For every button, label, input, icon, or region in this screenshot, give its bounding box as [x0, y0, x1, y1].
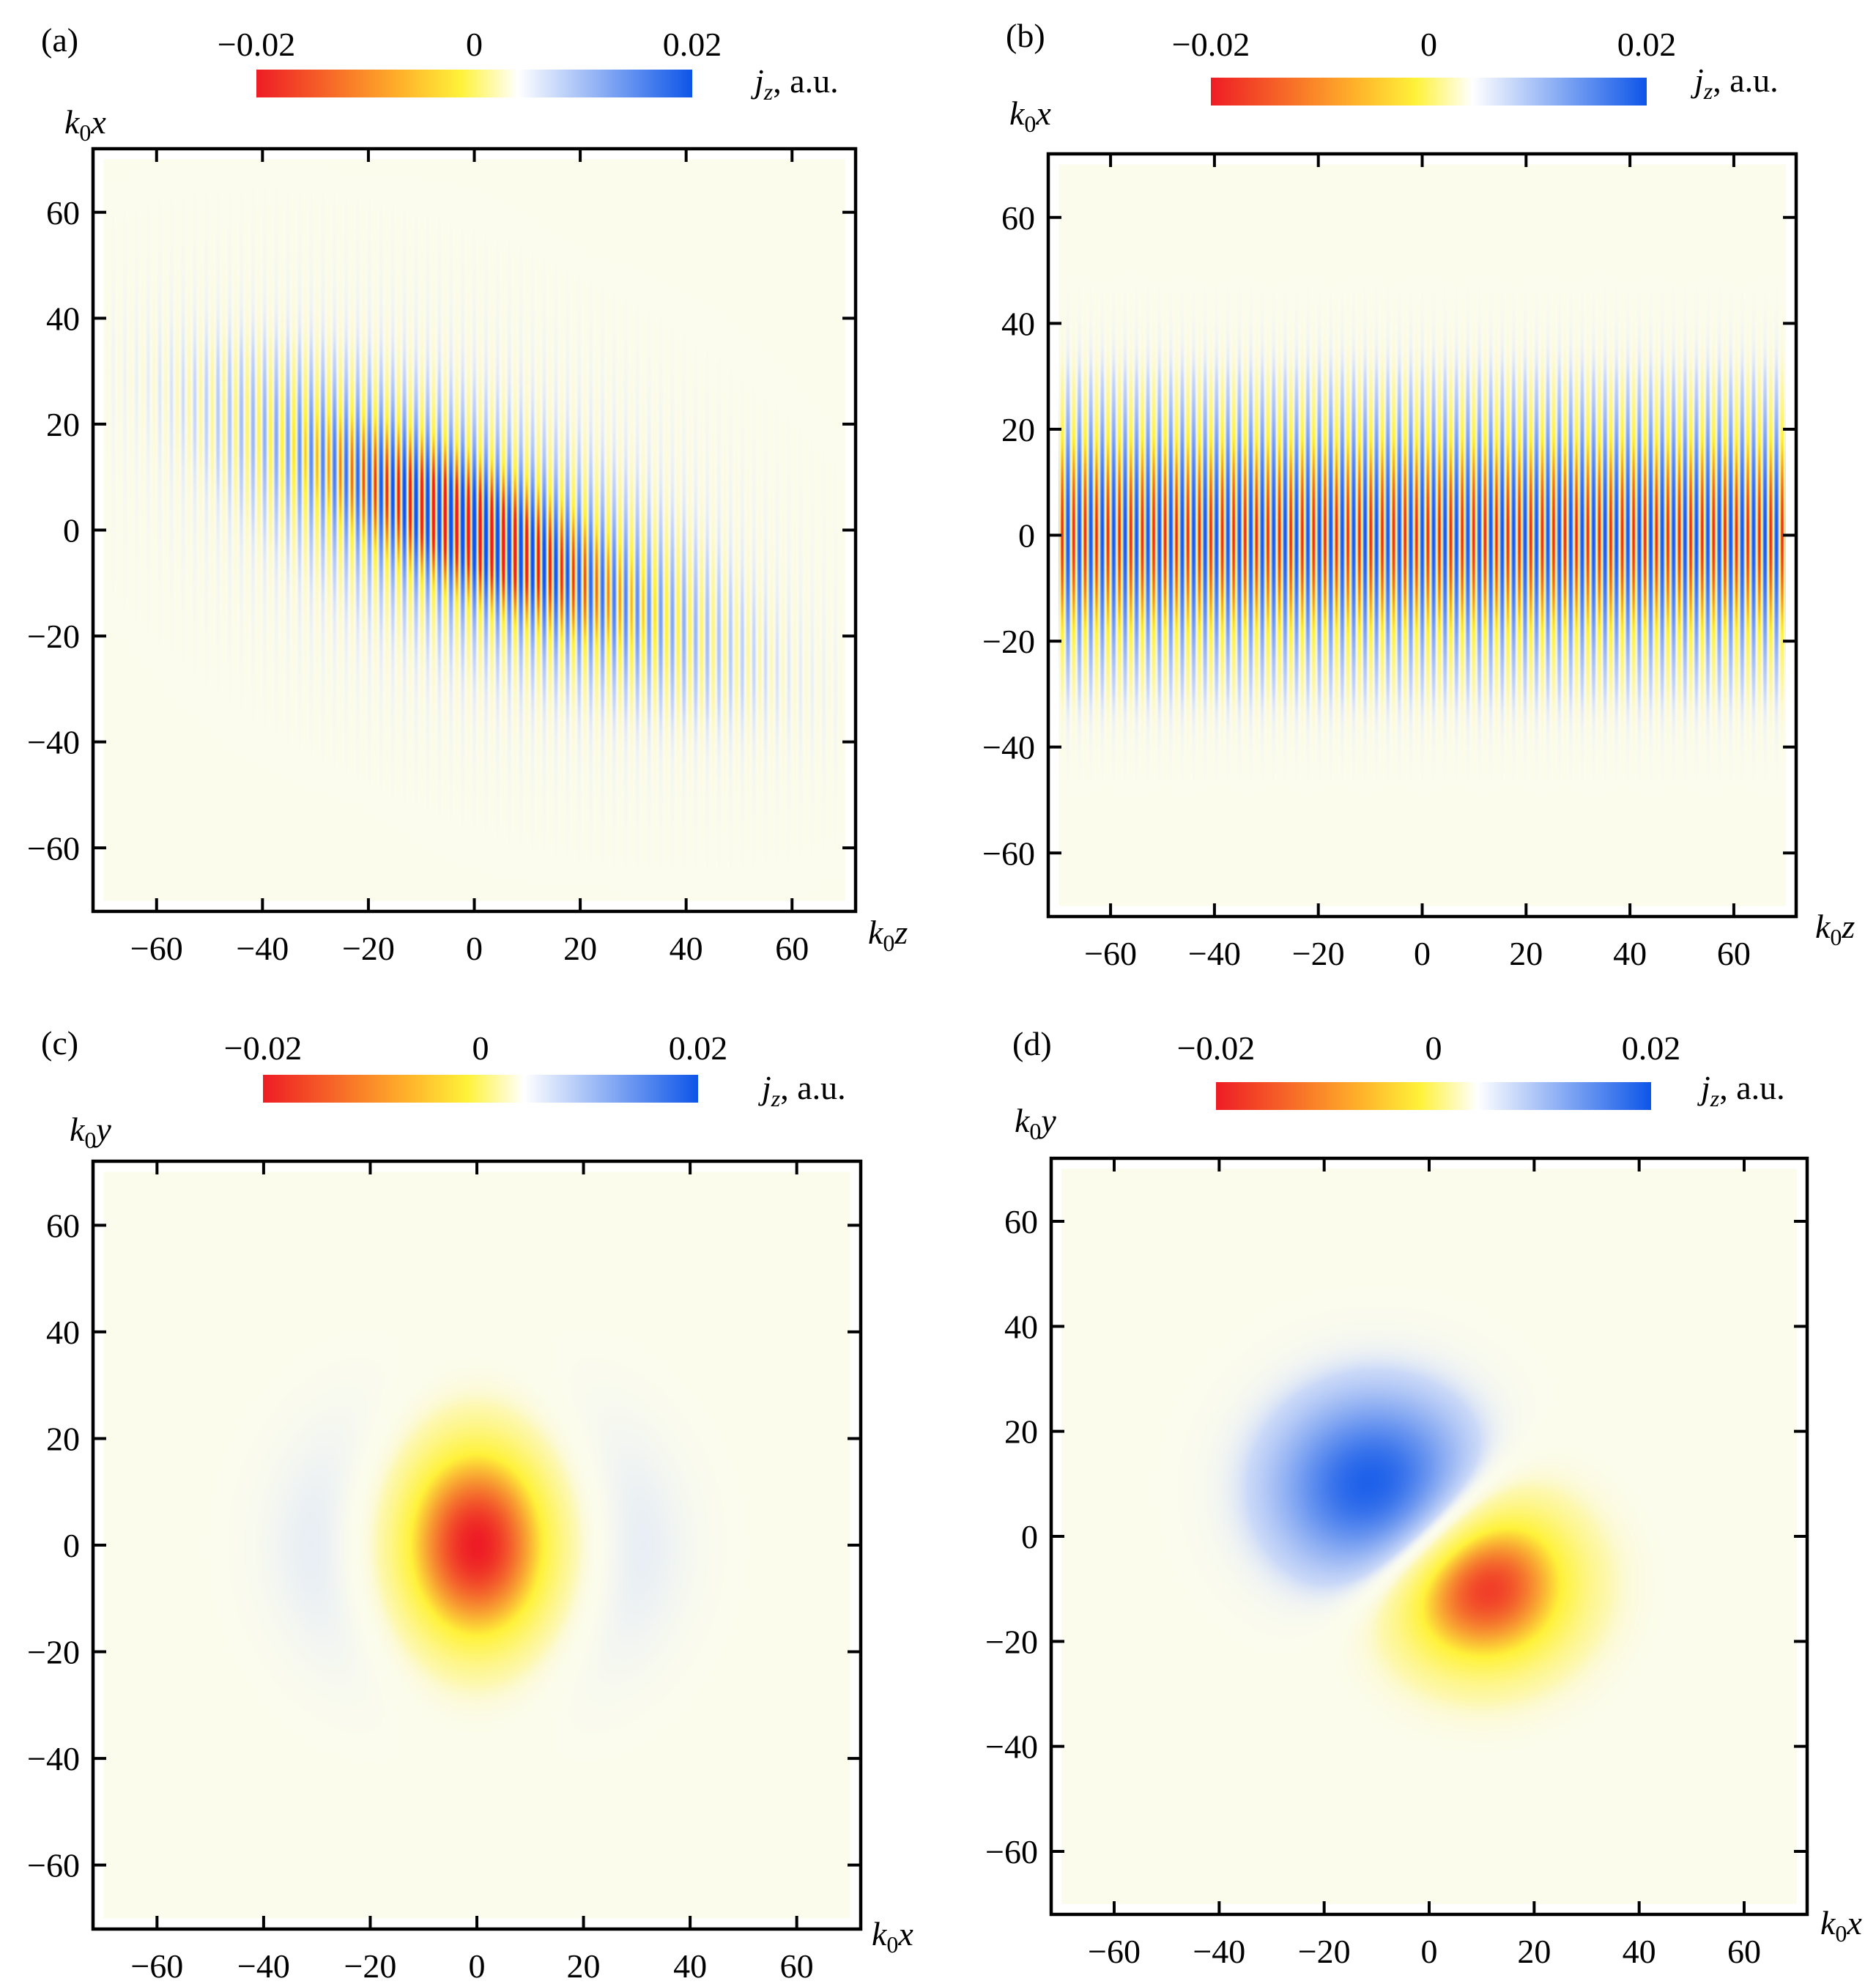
- x-axis-label: k0x: [872, 1915, 913, 1958]
- y-axis-label: k0y: [70, 1111, 111, 1153]
- colorbar-label: jz, a.u.: [1691, 62, 1779, 104]
- y-tick-label: −20: [982, 623, 1035, 660]
- x-tick-label: 40: [673, 1947, 707, 1984]
- y-axis-label: k0y: [1015, 1102, 1056, 1144]
- x-tick-label: −40: [1188, 935, 1241, 972]
- x-tick-label: 0: [469, 1947, 486, 1984]
- y-tick-label: −60: [985, 1833, 1038, 1870]
- colorbar: [256, 70, 692, 97]
- y-tick-label: 40: [1001, 305, 1035, 342]
- colorbar-label: jz, a.u.: [751, 62, 839, 105]
- x-tick-label: −60: [1088, 1933, 1141, 1970]
- y-tick-label: −20: [985, 1623, 1038, 1660]
- y-tick-label: −40: [27, 724, 80, 761]
- y-tick-label: 60: [1001, 199, 1035, 237]
- y-tick-label: −40: [985, 1728, 1038, 1766]
- y-tick-label: −40: [982, 729, 1035, 766]
- y-tick-label: 40: [46, 1314, 80, 1351]
- panel-label: (d): [1012, 1025, 1052, 1062]
- x-tick-label: −40: [1193, 1933, 1245, 1970]
- heatmap-image: [103, 1171, 850, 1919]
- heatmap-image: [103, 159, 845, 901]
- colorbar-tick-label: 0.02: [1617, 26, 1677, 63]
- y-tick-label: −40: [27, 1740, 80, 1777]
- panel-label: (a): [41, 21, 78, 59]
- x-tick-label: −20: [1292, 935, 1345, 972]
- y-tick-label: 0: [1021, 1518, 1038, 1555]
- colorbar-tick-label: −0.02: [218, 26, 295, 63]
- x-tick-label: −40: [237, 1947, 290, 1984]
- x-tick-label: 20: [1517, 1933, 1551, 1970]
- x-tick-label: 40: [1613, 935, 1647, 972]
- colorbar: [263, 1075, 698, 1103]
- y-tick-label: 60: [46, 1207, 80, 1244]
- y-tick-label: −60: [27, 829, 80, 867]
- y-tick-label: 0: [63, 1527, 80, 1564]
- y-tick-label: −20: [27, 618, 80, 655]
- x-tick-label: 20: [1509, 935, 1543, 972]
- x-tick-label: −60: [1084, 935, 1137, 972]
- colorbar: [1216, 1082, 1651, 1110]
- y-tick-label: 20: [46, 1420, 80, 1457]
- x-tick-label: −40: [236, 930, 289, 967]
- colorbar-label: jz, a.u.: [758, 1069, 846, 1111]
- y-tick-label: 20: [1004, 1413, 1038, 1451]
- y-tick-label: −60: [27, 1847, 80, 1884]
- y-tick-label: 20: [46, 406, 80, 443]
- y-tick-label: 60: [1004, 1203, 1038, 1240]
- colorbar-tick-label: 0: [466, 26, 483, 63]
- x-tick-label: 0: [1421, 1933, 1438, 1970]
- x-tick-label: 40: [1623, 1933, 1656, 1970]
- colorbar-tick-label: −0.02: [224, 1029, 302, 1067]
- x-tick-label: 60: [1717, 935, 1751, 972]
- y-tick-label: 40: [46, 300, 80, 337]
- x-tick-label: −60: [130, 930, 183, 967]
- y-axis-label: k0x: [64, 103, 106, 146]
- x-tick-label: 0: [466, 930, 483, 967]
- colorbar-tick-label: 0: [472, 1029, 489, 1067]
- colorbar-tick-label: 0.02: [1622, 1029, 1681, 1067]
- x-tick-label: −20: [1298, 1933, 1351, 1970]
- colorbar-tick-label: 0.02: [663, 26, 722, 63]
- y-tick-label: 0: [63, 512, 80, 549]
- colorbar-tick-label: −0.02: [1172, 26, 1250, 63]
- x-tick-label: −60: [130, 1947, 183, 1984]
- panel-label: (b): [1006, 17, 1045, 54]
- x-tick-label: 40: [670, 930, 703, 967]
- colorbar-tick-label: −0.02: [1177, 1029, 1255, 1067]
- x-tick-label: 60: [775, 930, 809, 967]
- x-axis-label: k0x: [1820, 1904, 1862, 1947]
- heatmap-image: [1059, 164, 1786, 906]
- y-tick-label: −60: [982, 834, 1035, 872]
- x-tick-label: 60: [780, 1947, 814, 1984]
- panel-label: (c): [41, 1024, 78, 1062]
- colorbar-tick-label: 0.02: [669, 1029, 728, 1067]
- x-tick-label: −20: [344, 1947, 396, 1984]
- x-axis-label: k0z: [1815, 908, 1855, 950]
- y-axis-label: k0x: [1009, 95, 1051, 137]
- colorbar-tick-label: 0: [1420, 26, 1437, 63]
- y-tick-label: 40: [1004, 1308, 1038, 1345]
- x-axis-label: k0z: [868, 914, 908, 956]
- x-tick-label: −20: [342, 930, 395, 967]
- colorbar-tick-label: 0: [1425, 1029, 1442, 1067]
- x-tick-label: 20: [563, 930, 597, 967]
- colorbar-label: jz, a.u.: [1697, 1069, 1785, 1111]
- y-tick-label: 0: [1018, 517, 1035, 555]
- y-tick-label: −20: [27, 1634, 80, 1671]
- y-tick-label: 60: [46, 194, 80, 232]
- x-tick-label: 0: [1414, 935, 1431, 972]
- y-tick-label: 20: [1001, 411, 1035, 448]
- x-tick-label: 20: [567, 1947, 601, 1984]
- colorbar: [1211, 78, 1647, 106]
- x-tick-label: 60: [1727, 1933, 1761, 1970]
- heatmap-image: [1061, 1169, 1797, 1904]
